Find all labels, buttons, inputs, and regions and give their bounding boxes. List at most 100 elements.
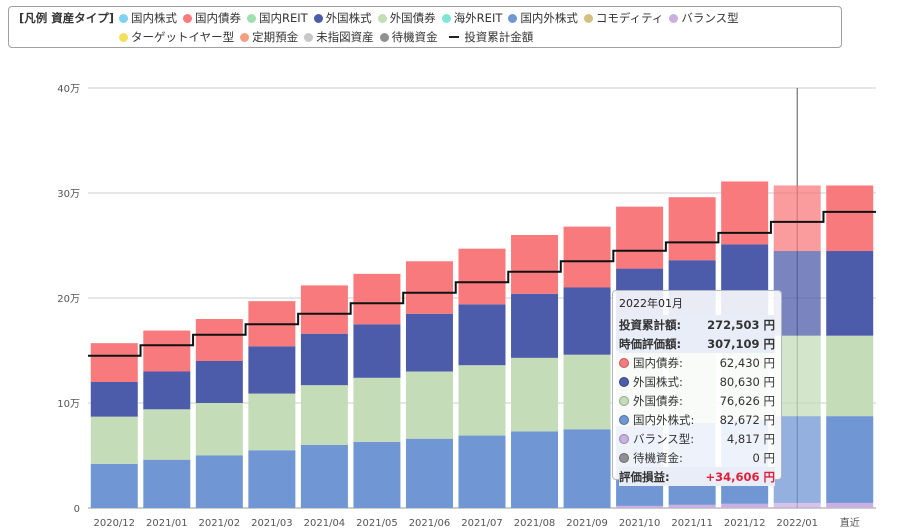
legend-item[interactable]: コモディティ [583,9,664,28]
legend-item[interactable]: 待機資金 [379,28,438,47]
tooltip-row: バランス型: 4,817 円 [619,429,775,448]
bar-segment [826,185,874,252]
legend-dot [247,14,256,23]
legend-label: 外国債券 [389,11,436,25]
bar-segment [721,181,769,245]
bar-segment [195,403,243,456]
legend-label: バランス型 [681,11,739,25]
bar-segment [405,371,453,439]
tooltip-row-label: 時価評価額: [619,336,682,351]
series-dot [619,452,629,463]
legend-dot [583,14,593,23]
tooltip-row-value: +34,606 円 [705,469,775,484]
bar-segment [195,319,243,361]
tooltip-row-label: 国内債券: [633,355,683,370]
bar-segment [248,450,296,508]
bar-segment [405,438,453,508]
series-dot [619,395,629,406]
legend-item[interactable]: 定期預金 [240,28,298,47]
legend-label: ターゲットイヤー型 [131,30,235,44]
legend-dot [669,14,679,23]
bar-segment [668,197,716,261]
tooltip-row-label: 国内外株式: [633,412,695,427]
legend-item[interactable]: 国内外株式 [508,9,578,28]
x-tick-label: 2022/01 [776,518,818,529]
tooltip-row-value: 62,430 円 [719,355,775,370]
series-dot [619,433,629,444]
cumulative-line [88,210,876,357]
legend-item[interactable]: 国内REIT [247,9,308,28]
tooltip-row: 時価評価額: 307,109 円 [619,334,775,353]
bar-segment [563,226,611,288]
legend-dot [508,14,518,23]
legend-item[interactable]: 未指図資産 [304,28,374,47]
bar-segment [826,502,874,508]
bar-segment [826,416,874,503]
legend-item-cumulative-line[interactable]: 投資累計金額 [447,28,533,47]
tooltip-row-label: 待機資金: [633,450,683,465]
bar-segment [248,393,296,451]
tooltip-row-value: 307,109 円 [707,336,775,351]
x-tick-label: 2021/06 [409,518,451,529]
tooltip-row: 評価損益: +34,606 円 [619,467,775,486]
legend-item[interactable]: 外国株式 [313,9,372,28]
tooltip-row-value: 82,672 円 [719,412,775,427]
tooltip-row: 外国債券: 76,626 円 [619,391,775,410]
bar-segment [195,455,243,508]
x-tick-label: 2021/02 [199,518,241,529]
bar-segment [563,354,611,430]
x-tick-label: 2021/10 [619,518,661,529]
legend-title: [凡例 資産タイプ] [19,11,115,25]
bar-segment [773,185,821,252]
bar-segment [143,371,191,410]
legend-item[interactable]: 海外REIT [441,9,502,28]
tooltip-row: 外国株式: 80,630 円 [619,372,775,391]
y-tick-label: 10万 [57,399,80,410]
bar-segment [826,335,874,417]
legend-label: 未指図資産 [316,30,374,44]
tooltip-row-label: 評価損益: [619,469,670,484]
tooltip-row-label: 外国株式: [633,374,683,389]
bar-segment [511,431,559,508]
legend-dot [379,33,389,42]
bar-segment [458,304,506,366]
bar-segment [773,502,821,508]
bar-segment [616,206,664,269]
series-dot [619,414,629,425]
x-tick-label: 2020/12 [93,518,135,529]
bar-segment [511,357,559,432]
legend-item[interactable]: 外国債券 [377,9,436,28]
bar-segment [511,235,559,294]
bar-segment [405,261,453,314]
bar-segment [353,324,401,378]
bar-segment [826,251,874,336]
tooltip-row-label: 投資累計額: [619,317,682,332]
x-tick-label: 2021/03 [251,518,293,529]
x-tick-label: 2021/04 [304,518,346,529]
bar-segment [90,463,138,508]
bar-segment [511,293,559,358]
legend-item[interactable]: バランス型 [669,9,739,28]
tooltip-row-label: バランス型: [633,431,695,446]
legend-label: コモディティ [595,11,664,25]
legend-dot [183,14,192,23]
legend-item[interactable]: 国内株式 [119,9,177,28]
y-tick-label: 20万 [57,294,80,305]
tooltip-row: 国内外株式: 82,672 円 [619,410,775,429]
tooltip-row: 投資累計額: 272,503 円 [619,315,775,334]
legend-item[interactable]: ターゲットイヤー型 [119,28,234,47]
legend-dot [313,14,323,23]
bar-segment [300,333,348,386]
bar-segment [458,365,506,436]
legend-dot [119,33,128,42]
bar-segment [405,313,453,372]
series-dot [619,357,629,368]
legend-label: 外国株式 [325,11,372,25]
tooltip-date: 2022年01月 [619,297,683,310]
bar-segment [90,416,138,464]
bar-segment [143,459,191,508]
legend-item[interactable]: 国内債券 [183,9,241,28]
legend-dot [377,14,387,23]
series-dot [619,376,629,387]
